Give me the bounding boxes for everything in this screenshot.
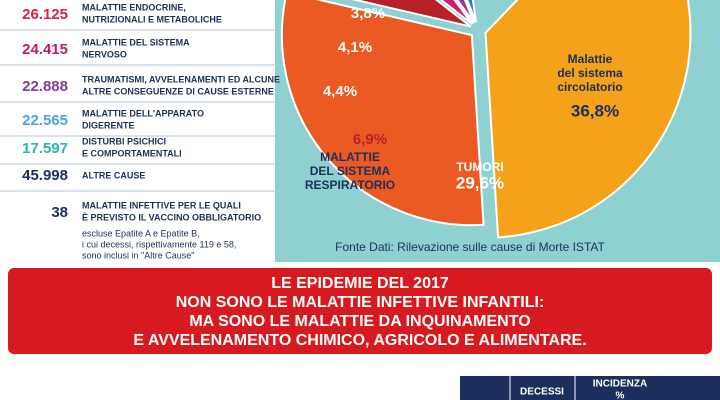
banner-line: MA SONO LE MALATTIE DA INQUINAMENTO (189, 313, 530, 330)
slice-label: del sistema (557, 66, 623, 80)
pie-slice (280, 0, 485, 227)
list-value: 22.888 (22, 78, 68, 95)
table-header: DECESSI (520, 387, 564, 398)
banner-line: E AVVELENAMENTO CHIMICO, AGRICOLO E ALIM… (133, 332, 586, 349)
list-label: DISTURBI PSICHICI (82, 136, 166, 146)
list-label: ALTRE CONSEGUENZE DI CAUSE ESTERNE (82, 86, 274, 96)
banner (8, 268, 712, 354)
table-header: % (616, 391, 625, 400)
list-label: MALATTIE INFETTIVE PER LE QUALI (82, 200, 241, 210)
slice-value: 3,8% (351, 5, 385, 22)
slice-value: 36,8% (571, 101, 619, 120)
slice-label: MALATTIE (320, 150, 380, 164)
list-label: È PREVISTO IL VACCINO OBBLIGATORIO (82, 212, 261, 222)
pie-slice (456, 0, 476, 24)
list-label: ALTRE CAUSE (82, 170, 145, 180)
list-value: 45.998 (22, 167, 68, 184)
list-label: E COMPORTAMENTALI (82, 148, 182, 158)
list-label: MALATTIE ENDOCRINE, (82, 2, 186, 12)
list-note: sono inclusi in "Altre Cause" (82, 250, 194, 260)
table-header-bg (460, 376, 720, 400)
list-value: 24.415 (22, 41, 68, 58)
pie-slice (439, 0, 474, 26)
list-label: TRAUMATISMI, AVVELENAMENTI ED ALCUNE (82, 74, 280, 84)
list-value: 26.125 (22, 6, 68, 23)
list-label: MALATTIE DEL SISTEMA (82, 37, 190, 47)
slice-value: 6,9% (353, 131, 387, 148)
slice-value: 4,1% (338, 39, 372, 56)
source: Fonte Dati: Rilevazione sulle cause di M… (335, 240, 605, 254)
list-value: 17.597 (22, 140, 68, 157)
list-note: i cui decessi, rispettivamente 119 e 58, (82, 239, 236, 249)
list-value: 38 (51, 204, 68, 221)
list-value: 22.565 (22, 112, 68, 129)
table-header: INCIDENZA (593, 379, 647, 390)
banner-line: LE EPIDEMIE DEL 2017 (271, 275, 449, 292)
pie-slice (484, 0, 692, 239)
list-label: NERVOSO (82, 49, 127, 59)
list-note: escluse Epatite A e Epatite B, (82, 228, 200, 238)
pie-slice (466, 0, 477, 23)
banner-line: NON SONO LE MALATTIE INFETTIVE INFANTILI… (176, 294, 545, 311)
slice-value: 4,4% (323, 83, 357, 100)
slice-label: Malattie (568, 52, 613, 66)
pie-slice (351, 0, 472, 28)
slice-value: 29,6% (456, 173, 504, 192)
slice-label: circolatorio (557, 80, 622, 94)
slice-label: RESPIRATORIO (305, 178, 395, 192)
list-label: NUTRIZIONALI E METABOLICHE (82, 14, 222, 24)
list-label: MALATTIE DELL'APPARATO (82, 108, 204, 118)
slice-label: TUMORI (456, 160, 503, 174)
slice-label: DEL SISTEMA (310, 164, 391, 178)
list-panel (0, 0, 275, 262)
list-label: DIGERENTE (82, 120, 135, 130)
